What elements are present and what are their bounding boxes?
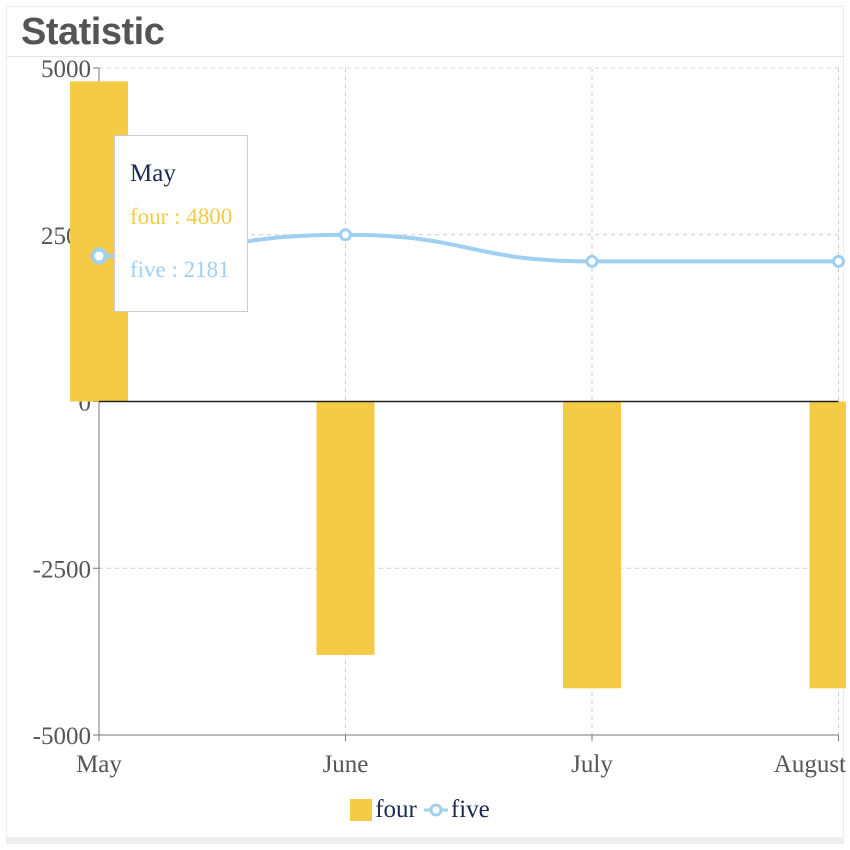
legend-line-icon [423, 803, 448, 817]
legend-item-five[interactable]: five [423, 796, 490, 824]
chart-legend: four five [0, 796, 840, 824]
bar-four-august [809, 401, 846, 689]
y-tick-label-0: 5000 [41, 56, 91, 83]
page-title: Statistic [21, 11, 165, 53]
x-tick-label-august: August [774, 751, 846, 778]
bar-four-june [316, 401, 375, 655]
point-five-may [90, 247, 108, 265]
bar-four-july [563, 401, 621, 689]
point-five-july [585, 254, 599, 268]
panel-footer [7, 837, 843, 843]
tooltip-title: May [130, 160, 176, 187]
x-tick-label-may: May [76, 751, 122, 778]
legend-label-four: four [375, 796, 417, 823]
y-tick-label-4: -5000 [33, 723, 91, 750]
tooltip-row-five: five : 2181 [130, 257, 230, 282]
point-five-august [832, 254, 845, 268]
chart-tooltip: May four : 4800 five : 2181 [114, 135, 248, 312]
legend-label-five: five [450, 796, 490, 823]
point-five-june [339, 228, 352, 242]
legend-item-four[interactable]: four [350, 796, 417, 824]
y-tick-label-3: -2500 [33, 556, 91, 583]
tooltip-row-four: four : 4800 [130, 204, 233, 229]
panel-header: Statistic [7, 7, 843, 57]
legend-swatch-four [350, 799, 373, 821]
x-tick-label-june: June [323, 751, 369, 778]
x-tick-label-july: July [571, 751, 613, 778]
